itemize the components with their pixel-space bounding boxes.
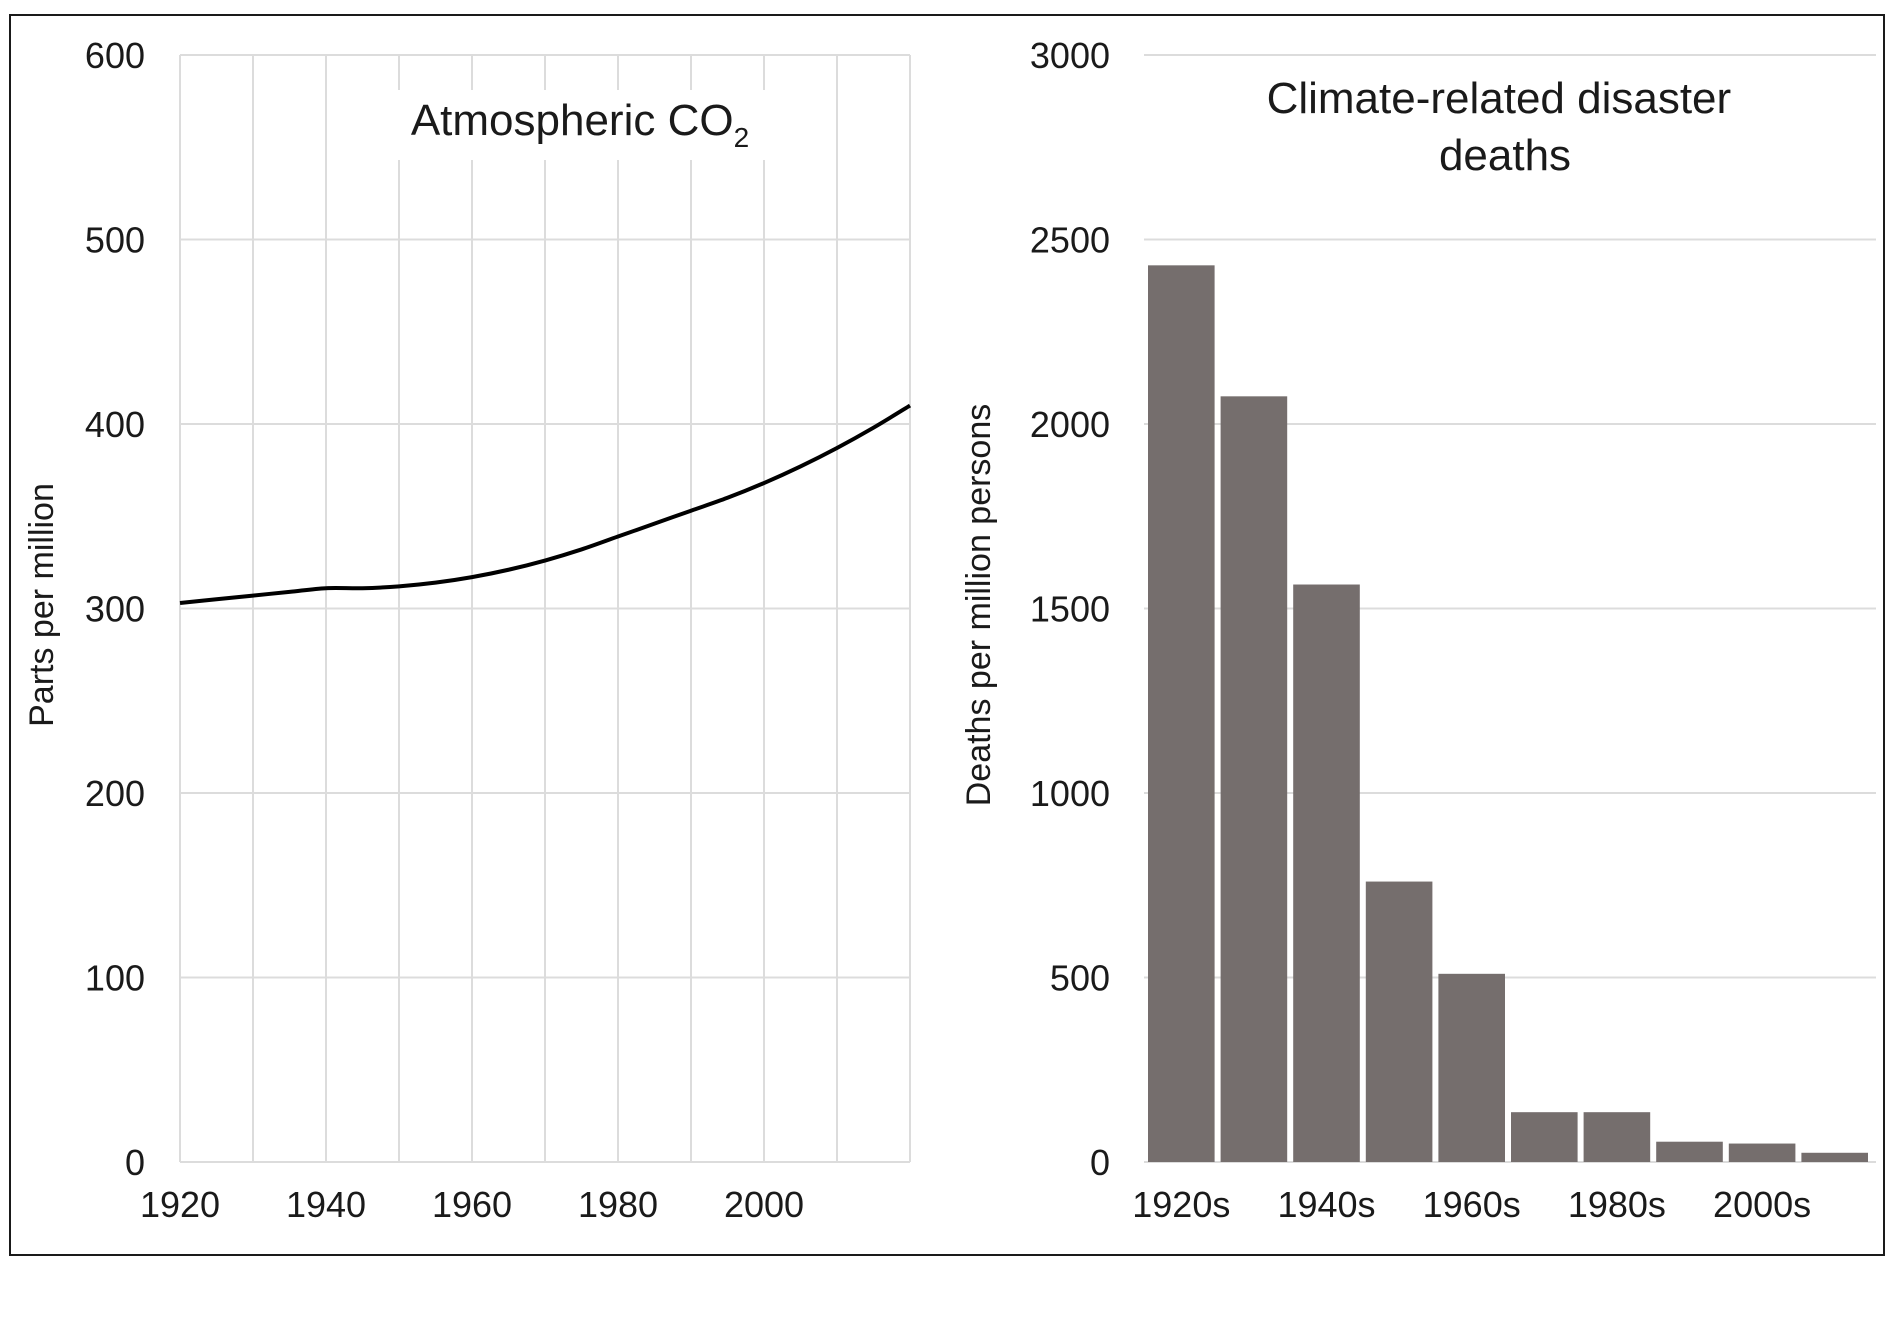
- deaths-x-tick-label: 2000s: [1713, 1184, 1811, 1225]
- deaths-bar-2000s: [1728, 1143, 1796, 1162]
- deaths-chart-title: Climate-related disaster deaths: [1267, 74, 1744, 180]
- co2-x-tick-label: 2000: [724, 1184, 804, 1225]
- co2-y-tick-label: 200: [85, 773, 145, 814]
- co2-x-tick-label: 1980: [578, 1184, 658, 1225]
- deaths-bar-1920s: [1148, 265, 1215, 1163]
- co2-chart-title: Atmospheric CO2: [411, 96, 749, 153]
- co2-y-tick-label: 0: [125, 1142, 145, 1183]
- co2-x-tick-label: 1940: [286, 1184, 366, 1225]
- co2-series-line: [179, 403, 912, 605]
- co2-x-tick-label: 1960: [432, 1184, 512, 1225]
- title-background: [350, 90, 810, 160]
- deaths-y-tick-label: 500: [1050, 958, 1110, 999]
- co2-y-tick-label: 600: [85, 35, 145, 76]
- co2-y-tick-label: 100: [85, 958, 145, 999]
- deaths-y-tick-label: 0: [1090, 1142, 1110, 1183]
- deaths-bar-1960s: [1438, 973, 1505, 1162]
- deaths-bar-1940s: [1293, 584, 1360, 1162]
- deaths-bar-2010s: [1801, 1152, 1868, 1162]
- figure-frame: [9, 14, 1885, 1256]
- co2-x-tick-label: 1920: [140, 1184, 220, 1225]
- deaths-chart: 0 500 1000 1500 2000 2500 3000 1920s 1940s 1960s…: [960, 35, 1876, 1225]
- co2-y-tick-label: 400: [85, 404, 145, 445]
- deaths-y-tick-label: 1500: [1030, 589, 1110, 630]
- deaths-bar-1970s: [1511, 1112, 1578, 1162]
- deaths-y-axis-label: Deaths per million persons: [960, 404, 998, 807]
- deaths-y-tick-label: 2500: [1030, 220, 1110, 261]
- co2-y-tick-label: 300: [85, 589, 145, 630]
- deaths-bar-1950s: [1365, 881, 1433, 1162]
- co2-y-axis-label: Parts per million: [23, 483, 61, 727]
- deaths-bar-1980s: [1583, 1112, 1651, 1162]
- deaths-y-tick-label: 1000: [1030, 773, 1110, 814]
- deaths-x-tick-label: 1940s: [1277, 1184, 1375, 1225]
- deaths-bar-1930s: [1220, 396, 1288, 1162]
- deaths-x-tick-label: 1980s: [1568, 1184, 1666, 1225]
- deaths-y-tick-label: 2000: [1030, 404, 1110, 445]
- deaths-bar-1990s: [1656, 1141, 1723, 1162]
- co2-chart: 0 100 200 300 400 500 600 1920 1940 1960 1980 2000…: [23, 35, 912, 1225]
- deaths-x-tick-label: 1960s: [1423, 1184, 1521, 1225]
- deaths-x-tick-label: 1920s: [1132, 1184, 1230, 1225]
- deaths-y-tick-label: 3000: [1030, 35, 1110, 76]
- co2-y-tick-label: 500: [85, 220, 145, 261]
